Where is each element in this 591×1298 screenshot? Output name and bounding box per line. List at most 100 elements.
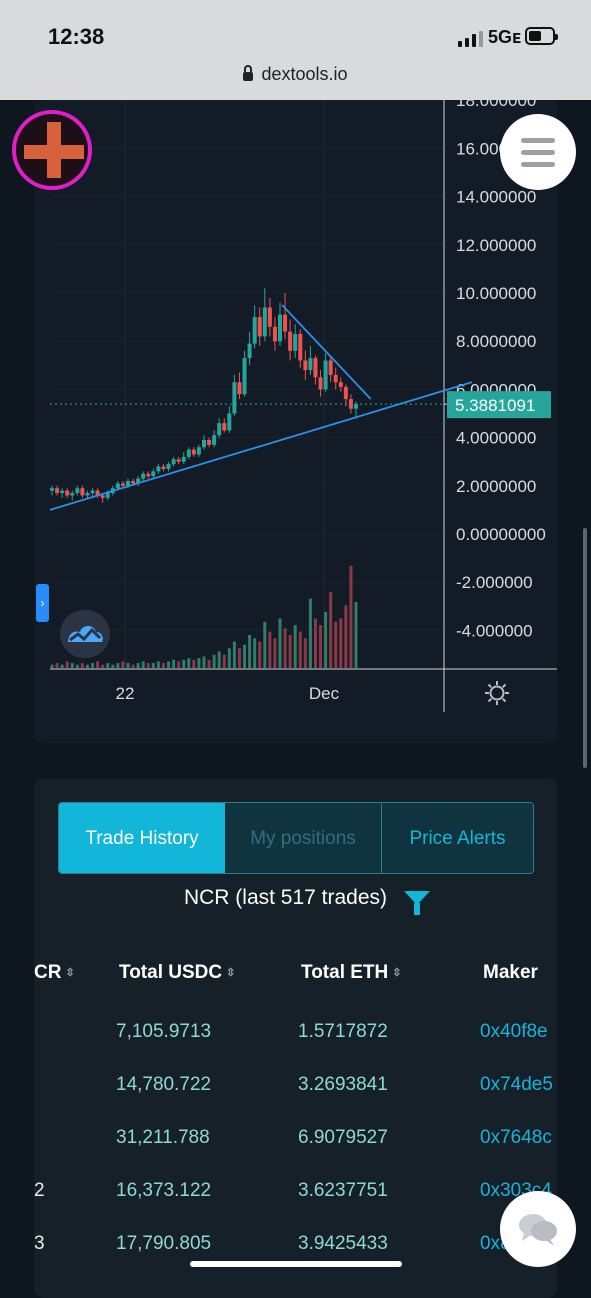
candle xyxy=(115,483,120,489)
table-cell: 14,780.722 xyxy=(116,1074,212,1095)
table-cell: 6.9079527 xyxy=(298,1127,388,1148)
candle xyxy=(293,333,298,351)
chart-side-panel-toggle[interactable]: › xyxy=(36,584,49,622)
maker-address-link[interactable]: 0x7648c xyxy=(480,1127,552,1148)
y-tick-label: 10.000000 xyxy=(456,284,536,303)
y-tick-label: 0.00000000 xyxy=(456,525,546,544)
candle xyxy=(278,314,282,342)
candle xyxy=(151,471,156,477)
y-tick-label: 8.0000000 xyxy=(456,332,536,351)
candle xyxy=(171,459,176,465)
tab-trade-history[interactable]: Trade History xyxy=(59,803,225,873)
filter-icon[interactable] xyxy=(404,891,430,915)
volume-bar xyxy=(324,611,328,668)
volume-bar xyxy=(161,663,165,668)
trendline-support xyxy=(49,381,473,511)
candle xyxy=(247,343,252,359)
candle xyxy=(65,490,70,496)
current-price-label: 5.3881091 xyxy=(455,396,535,415)
url-text: dextools.io xyxy=(261,64,348,84)
candle xyxy=(131,480,136,484)
table-cell: 31,211.788 xyxy=(116,1127,210,1148)
x-tick-label: 22 xyxy=(116,684,135,703)
volume-bar xyxy=(126,663,130,668)
table-cell: 3.2693841 xyxy=(298,1074,388,1095)
volume-bar xyxy=(101,664,105,668)
column-header-total-eth[interactable]: Total ETH ⇳ xyxy=(301,962,402,983)
candle xyxy=(343,386,348,400)
volume-bar xyxy=(182,659,186,668)
price-chart-card: 18.000000 16.000000 14.000000 12.000000 10.0… xyxy=(34,100,557,743)
column-header-amount[interactable]: CR ⇳ xyxy=(34,962,75,983)
chat-button[interactable] xyxy=(500,1191,576,1267)
candle xyxy=(232,382,237,414)
candle xyxy=(120,483,125,486)
candle xyxy=(338,382,343,387)
menu-button[interactable] xyxy=(500,114,576,190)
volume-bar xyxy=(136,663,140,668)
candle xyxy=(60,490,65,494)
candle xyxy=(161,466,166,469)
volume-bar xyxy=(141,661,145,668)
candle xyxy=(80,488,85,496)
maker-address-link[interactable]: 0x74de5 xyxy=(480,1074,553,1095)
page-scrollbar[interactable] xyxy=(583,528,587,768)
volume-bar xyxy=(303,638,307,668)
candle xyxy=(55,488,60,494)
token-logo[interactable] xyxy=(12,110,92,190)
volume-bar xyxy=(55,663,59,668)
volume-bar xyxy=(172,659,176,668)
chart-settings-icon[interactable] xyxy=(484,680,510,706)
candle xyxy=(252,317,257,344)
volume-bar xyxy=(263,621,267,668)
volume-bar xyxy=(237,648,241,668)
candle xyxy=(95,490,100,496)
candle xyxy=(181,456,186,462)
volume-bar xyxy=(329,592,333,668)
sort-icon: ⇳ xyxy=(392,967,402,979)
volume-bar xyxy=(319,625,323,668)
candle xyxy=(354,403,358,409)
volume-bar xyxy=(96,661,100,668)
volume-bar xyxy=(202,656,206,668)
lock-icon xyxy=(243,65,254,81)
candle xyxy=(166,464,171,469)
maker-address-link[interactable]: 0x40f8e xyxy=(480,1021,548,1042)
trade-history-card: Trade History My positions Price Alerts … xyxy=(34,778,557,1298)
volume-bar xyxy=(217,651,221,668)
x-tick-label: Dec xyxy=(309,684,340,703)
candle xyxy=(126,480,130,486)
volume-bar xyxy=(232,641,236,668)
column-header-total-usdc[interactable]: Total USDC ⇳ xyxy=(119,962,236,983)
candle xyxy=(176,459,181,462)
network-type: 5Gᴇ xyxy=(488,27,522,47)
tab-price-alerts[interactable]: Price Alerts xyxy=(382,803,533,873)
candle xyxy=(202,440,206,448)
volume-bar xyxy=(288,635,292,668)
volume-bar xyxy=(80,663,84,668)
candle xyxy=(70,493,75,496)
volume-bar xyxy=(354,602,358,668)
candle xyxy=(90,490,95,494)
volume-bar xyxy=(91,663,95,668)
trades-title: NCR (last 517 trades) xyxy=(183,886,388,909)
volume-bar xyxy=(111,664,115,668)
volume-bar xyxy=(156,661,160,668)
candle xyxy=(257,317,262,337)
candle xyxy=(50,488,54,491)
candle xyxy=(212,435,217,445)
tab-my-positions[interactable]: My positions xyxy=(225,803,382,873)
tradingview-icon[interactable] xyxy=(60,610,110,658)
price-chart[interactable]: 18.00000016.00000014.00000012.00000010.0… xyxy=(34,100,557,743)
candle xyxy=(237,382,242,395)
candle xyxy=(207,440,212,445)
candle xyxy=(222,423,227,431)
signal-icon xyxy=(458,31,483,47)
volume-bar xyxy=(227,648,231,668)
table-cell: 16,373.122 xyxy=(116,1180,212,1201)
volume-bar xyxy=(243,644,247,668)
volume-bar xyxy=(313,618,317,668)
y-tick-label: -2.000000 xyxy=(456,573,533,592)
volume-bar xyxy=(75,664,79,668)
address-bar[interactable]: dextools.io xyxy=(0,64,591,85)
